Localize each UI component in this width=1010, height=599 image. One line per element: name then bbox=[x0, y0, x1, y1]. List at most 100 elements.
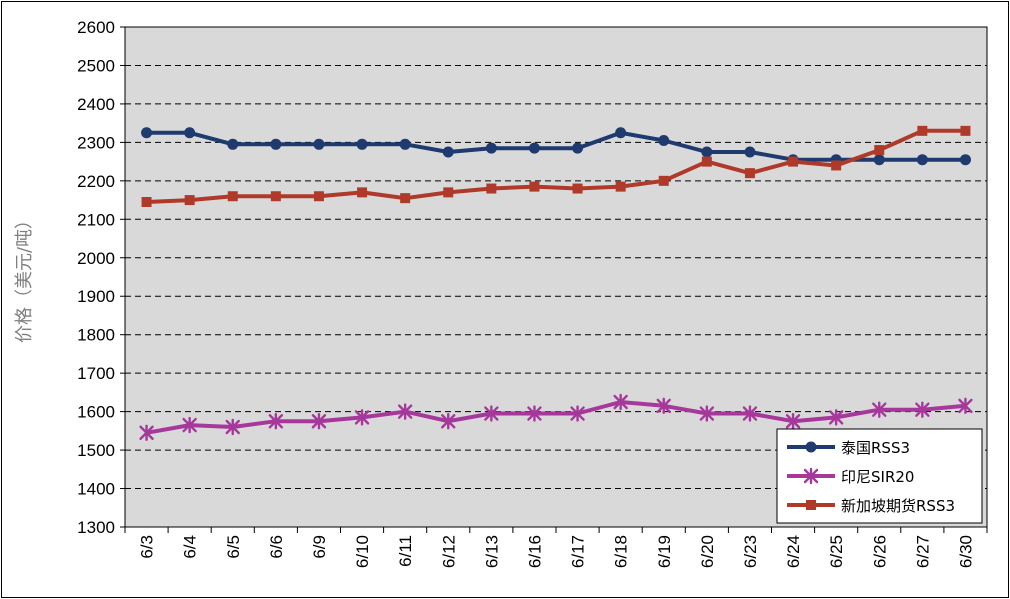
data-point-2-12 bbox=[658, 175, 669, 186]
y-tick-label-2500: 2500 bbox=[77, 56, 115, 75]
legend-label-2: 新加坡期货RSS3 bbox=[841, 497, 955, 515]
y-tick-label-2000: 2000 bbox=[77, 249, 115, 268]
x-tick-label-6-6: 6/6 bbox=[267, 535, 286, 559]
data-point-0-13 bbox=[701, 146, 713, 158]
x-tick-label-6-30: 6/30 bbox=[956, 535, 975, 568]
x-tick-label-6-25: 6/25 bbox=[827, 535, 846, 568]
data-point-1-4 bbox=[311, 413, 327, 430]
x-tick-label-6-3: 6/3 bbox=[138, 535, 157, 559]
data-point-1-17 bbox=[872, 401, 887, 418]
x-tick-label-6-26: 6/26 bbox=[870, 535, 889, 568]
x-tick-label-6-18: 6/18 bbox=[612, 535, 631, 568]
y-tick-label-1600: 1600 bbox=[77, 403, 115, 422]
y-tick-label-2600: 2600 bbox=[77, 18, 115, 37]
y-tick-label-1900: 1900 bbox=[77, 287, 115, 306]
data-point-2-7 bbox=[443, 187, 454, 198]
series-line-0 bbox=[146, 130, 966, 162]
x-tick-label-6-20: 6/20 bbox=[698, 535, 717, 568]
x-tick-label-6-27: 6/27 bbox=[913, 535, 932, 568]
series-group bbox=[139, 125, 973, 441]
data-point-0-0 bbox=[141, 127, 153, 139]
x-tick-label-6-4: 6/4 bbox=[181, 535, 200, 559]
x-tick-label-6-9: 6/9 bbox=[310, 535, 329, 559]
x-tick-label-6-13: 6/13 bbox=[482, 535, 501, 568]
data-point-1-13 bbox=[699, 405, 715, 422]
legend-label-1: 印尼SIR20 bbox=[841, 468, 914, 486]
y-tick-label-1500: 1500 bbox=[77, 441, 115, 460]
data-point-1-16 bbox=[828, 409, 844, 426]
data-point-1-8 bbox=[484, 405, 499, 422]
data-point-1-0 bbox=[139, 424, 154, 441]
legend-entry-1: 印尼SIR20 bbox=[787, 467, 914, 486]
data-point-0-6 bbox=[399, 138, 411, 150]
legend-marker-2 bbox=[806, 500, 816, 510]
data-point-1-18 bbox=[915, 401, 930, 418]
data-point-0-9 bbox=[528, 142, 540, 154]
y-tick-label-1300: 1300 bbox=[77, 518, 115, 537]
data-point-1-2 bbox=[225, 418, 240, 436]
y-tick-label-1400: 1400 bbox=[77, 480, 115, 499]
data-point-2-0 bbox=[141, 197, 152, 207]
data-point-1-1 bbox=[182, 416, 197, 434]
data-point-2-1 bbox=[184, 195, 195, 206]
data-point-1-10 bbox=[570, 405, 585, 422]
data-point-2-18 bbox=[917, 125, 928, 136]
x-axis-ticks: 6/3 6/4 6/5 6/6 6/9 6/10 6/11 6/12 6/13 6/16 6/17 6… bbox=[124, 527, 988, 568]
data-point-0-1 bbox=[184, 127, 196, 139]
data-point-2-11 bbox=[615, 181, 626, 192]
data-point-1-11 bbox=[613, 393, 628, 411]
data-point-2-16 bbox=[831, 160, 842, 171]
series-1 bbox=[139, 393, 973, 441]
data-point-1-14 bbox=[742, 405, 758, 422]
data-point-2-15 bbox=[788, 156, 799, 167]
data-point-0-5 bbox=[356, 138, 368, 150]
data-point-2-8 bbox=[486, 183, 497, 194]
data-point-2-19 bbox=[960, 125, 971, 136]
data-point-1-19 bbox=[958, 397, 973, 415]
data-point-0-14 bbox=[744, 146, 756, 158]
data-point-1-5 bbox=[354, 409, 370, 426]
series-line-1 bbox=[146, 400, 966, 435]
data-point-1-15 bbox=[785, 413, 801, 430]
data-point-2-5 bbox=[357, 187, 368, 198]
legend: 泰国RSS3 印尼SIR20 新加坡期货RSS3 bbox=[776, 428, 983, 524]
data-point-0-8 bbox=[485, 142, 497, 154]
data-point-1-7 bbox=[441, 413, 456, 430]
series-2 bbox=[141, 125, 971, 207]
data-point-0-12 bbox=[658, 134, 670, 146]
x-tick-label-6-24: 6/24 bbox=[784, 535, 803, 568]
data-point-2-2 bbox=[227, 191, 238, 202]
plot-border bbox=[124, 26, 988, 528]
data-point-1-12 bbox=[656, 397, 671, 415]
data-point-0-10 bbox=[572, 142, 584, 154]
y-tick-label-2100: 2100 bbox=[77, 210, 115, 229]
data-point-1-9 bbox=[527, 405, 542, 422]
x-tick-label-6-5: 6/5 bbox=[224, 535, 243, 559]
series-line-2 bbox=[146, 128, 966, 204]
data-point-0-18 bbox=[916, 154, 928, 166]
data-point-2-10 bbox=[572, 183, 583, 194]
y-axis-label: 价格（美元/吨） bbox=[14, 211, 35, 343]
x-tick-label-6-17: 6/17 bbox=[569, 535, 588, 568]
legend-marker-0 bbox=[805, 441, 817, 453]
y-tick-label-2200: 2200 bbox=[77, 172, 115, 191]
y-tick-label-2400: 2400 bbox=[77, 95, 115, 114]
legend-entry-2: 新加坡期货RSS3 bbox=[787, 497, 955, 515]
x-tick-label-6-12: 6/12 bbox=[439, 535, 458, 568]
x-tick-label-6-11: 6/11 bbox=[396, 535, 415, 567]
legend-marker-1 bbox=[803, 467, 819, 485]
legend-label-0: 泰国RSS3 bbox=[841, 439, 910, 457]
x-tick-label-6-16: 6/16 bbox=[525, 535, 544, 568]
data-point-1-3 bbox=[268, 413, 284, 430]
data-point-2-17 bbox=[874, 145, 885, 156]
data-point-0-7 bbox=[442, 146, 454, 158]
data-point-2-6 bbox=[400, 193, 411, 204]
data-point-0-17 bbox=[873, 154, 885, 166]
data-point-0-4 bbox=[313, 138, 325, 150]
y-tick-label-2300: 2300 bbox=[77, 133, 115, 152]
data-point-0-11 bbox=[615, 127, 627, 139]
legend-entry-0: 泰国RSS3 bbox=[787, 439, 910, 457]
x-tick-label-6-23: 6/23 bbox=[741, 535, 760, 568]
data-point-2-14 bbox=[744, 168, 755, 179]
